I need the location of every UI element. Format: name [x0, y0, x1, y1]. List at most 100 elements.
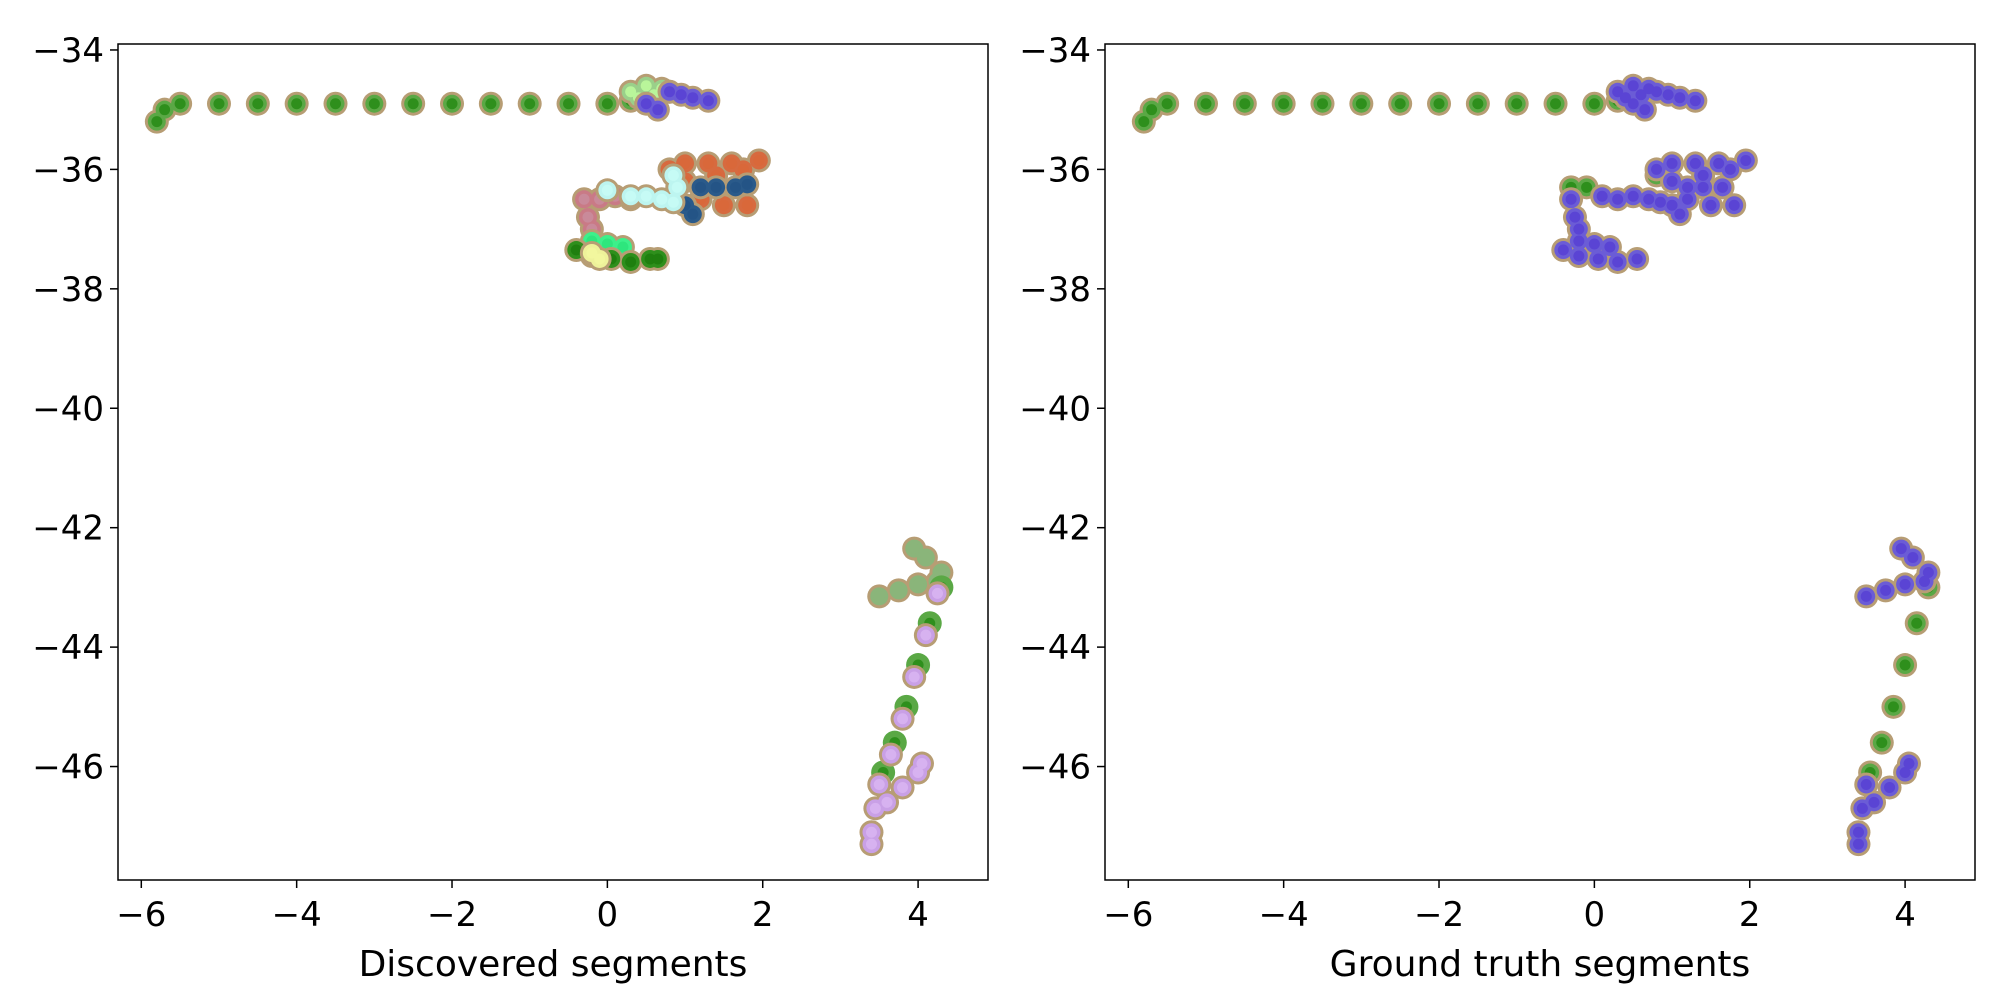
data-point	[1631, 253, 1643, 265]
data-point	[1689, 95, 1701, 107]
series-2	[1551, 73, 1941, 857]
data-point	[881, 796, 893, 808]
data-point	[1717, 181, 1729, 193]
data-point	[1565, 193, 1577, 205]
data-point	[726, 157, 738, 169]
x-tick-label: 4	[1894, 895, 1916, 935]
y-tick-label: −34	[1019, 31, 1091, 71]
data-point	[908, 543, 920, 555]
data-point	[1860, 778, 1872, 790]
data-point	[1573, 235, 1585, 247]
data-point	[873, 590, 885, 602]
data-point	[1581, 181, 1593, 193]
data-point	[695, 181, 707, 193]
data-point	[1573, 250, 1585, 262]
data-point	[625, 256, 637, 268]
data-point	[932, 587, 944, 599]
data-point	[1922, 566, 1934, 578]
data-point	[667, 196, 679, 208]
y-tick-label: −38	[1019, 270, 1091, 310]
data-point	[1662, 89, 1674, 101]
data-point	[1682, 181, 1694, 193]
data-point	[563, 98, 575, 110]
data-point	[1433, 98, 1445, 110]
data-point	[897, 713, 909, 725]
data-point	[1317, 98, 1328, 110]
data-point	[908, 671, 920, 683]
data-point	[578, 193, 590, 205]
data-point	[1899, 767, 1911, 779]
y-tick-label: −44	[1019, 628, 1091, 668]
data-point	[1876, 737, 1888, 749]
data-point	[1200, 98, 1212, 110]
data-point	[671, 181, 683, 193]
x-tick-label: −4	[1259, 895, 1309, 935]
data-point	[1697, 181, 1709, 193]
data-point	[1619, 92, 1631, 104]
data-point	[1651, 163, 1663, 175]
data-point	[1511, 98, 1523, 110]
data-point	[640, 190, 652, 202]
data-point	[1604, 241, 1616, 253]
data-point	[601, 238, 613, 250]
x-axis-label: Ground truth segments	[1330, 944, 1751, 985]
y-tick-label: −34	[32, 31, 104, 71]
data-point	[1852, 838, 1864, 850]
data-point	[1639, 104, 1651, 116]
data-point	[1138, 116, 1150, 128]
data-point	[1884, 781, 1896, 793]
y-tick-label: −42	[32, 509, 104, 549]
data-point	[935, 566, 947, 578]
data-point	[1919, 575, 1931, 587]
data-point	[407, 98, 419, 110]
y-tick-label: −46	[1019, 748, 1091, 788]
data-point	[1907, 552, 1919, 564]
x-axis-label: Discovered segments	[359, 944, 748, 985]
x-tick-label: −2	[1414, 895, 1464, 935]
data-point	[330, 98, 341, 110]
data-point	[1899, 578, 1911, 590]
data-point	[667, 169, 679, 181]
data-point	[1682, 193, 1694, 205]
data-point	[897, 781, 909, 793]
plot-panel-2: −6 −4 −2 0 2 4 −34 −36 −38 −40 −42 −44 −46 Ground tru…	[1019, 31, 1976, 985]
data-point	[675, 89, 687, 101]
y-tick-label: −36	[32, 150, 104, 190]
data-point	[885, 749, 897, 761]
data-point	[1868, 796, 1880, 808]
data-point	[737, 163, 749, 175]
plot-frame	[1104, 43, 1976, 881]
data-point	[1705, 199, 1717, 211]
y-tick-label: −36	[1019, 150, 1091, 190]
data-point	[652, 104, 664, 116]
data-point	[741, 199, 753, 211]
series-3	[634, 79, 721, 122]
data-point	[1880, 584, 1892, 596]
data-point	[586, 247, 598, 259]
y-tick-label: −38	[32, 270, 104, 310]
x-tick-label: −2	[427, 895, 477, 935]
data-point	[865, 838, 877, 850]
data-point	[865, 826, 877, 838]
data-point	[485, 98, 497, 110]
data-point	[1666, 157, 1678, 169]
data-point	[916, 758, 928, 770]
data-point	[920, 552, 932, 564]
data-point	[1635, 89, 1647, 101]
x-tick-label: 4	[907, 895, 929, 935]
data-point	[1239, 98, 1251, 110]
data-point	[213, 98, 225, 110]
data-point	[1612, 193, 1624, 205]
data-point	[1740, 154, 1752, 166]
data-point	[1627, 190, 1639, 202]
x-tick-label: 2	[752, 895, 774, 935]
data-point	[1569, 211, 1581, 223]
y-tick-label: −46	[32, 748, 104, 788]
data-point	[1161, 98, 1173, 110]
data-point	[1899, 659, 1911, 671]
data-point	[1852, 826, 1864, 838]
data-point	[1472, 98, 1484, 110]
data-point	[702, 157, 714, 169]
data-point	[446, 98, 458, 110]
